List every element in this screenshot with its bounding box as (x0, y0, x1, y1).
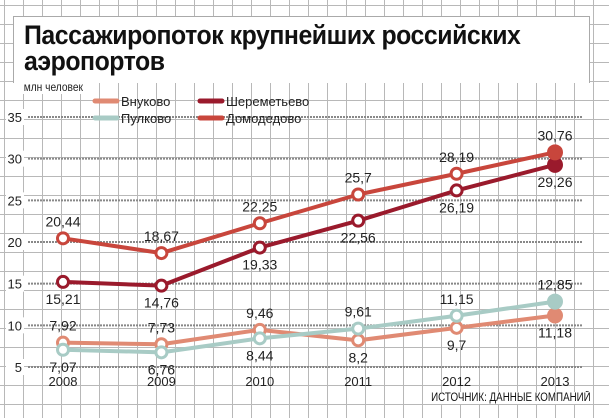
data-point (351, 187, 366, 202)
x-tick-label: 2008 (49, 374, 78, 389)
data-label: 19,33 (242, 257, 277, 273)
series-line (62, 162, 556, 288)
data-label: 20,44 (45, 213, 80, 229)
series-line (62, 299, 556, 355)
tick-bg (6, 109, 24, 125)
data-point (154, 246, 169, 261)
data-label: 7,92 (49, 318, 76, 334)
legend-label: Домодедово (226, 111, 301, 126)
y-tick-label: 5 (15, 360, 22, 375)
x-tick-label: 2013 (541, 374, 570, 389)
legend-label: Внуково (121, 94, 170, 109)
data-label: 22,56 (341, 230, 376, 246)
tick-bg (6, 359, 24, 375)
source-note: ИСТОЧНИК: ДАННЫЕ КОМПАНИЙ (431, 392, 591, 404)
data-label: 8,2 (348, 349, 368, 365)
x-tick-label: 2012 (442, 374, 471, 389)
data-point (449, 166, 464, 181)
x-tick-label: 2011 (344, 374, 372, 389)
data-label: 22,25 (242, 198, 277, 214)
data-point (547, 307, 563, 324)
data-point (449, 183, 464, 198)
data-label: 8,44 (246, 347, 273, 363)
data-point (56, 231, 70, 246)
data-point (547, 144, 563, 161)
data-label: 15,21 (45, 291, 80, 307)
data-label: 18,67 (144, 228, 179, 244)
data-label: 12,85 (537, 277, 572, 293)
tick-bg (6, 150, 24, 167)
data-label: 7,73 (148, 319, 175, 335)
tick-bg (6, 192, 24, 209)
title-box: Пассажиропоток крупнейших российских аэр… (13, 16, 590, 83)
data-label: 11,18 (538, 325, 572, 341)
data-label: 9,7 (447, 337, 467, 353)
tick-bg (6, 275, 24, 292)
legend-label: Шереметьево (226, 94, 309, 109)
data-label: 7,07 (49, 359, 76, 375)
data-label: 29,26 (537, 174, 572, 190)
data-label: 11,15 (440, 291, 474, 307)
data-point (547, 293, 563, 310)
data-point (351, 213, 366, 228)
data-label: 25,7 (345, 170, 372, 186)
data-label: 6,76 (148, 361, 175, 377)
data-point (252, 240, 267, 255)
y-tick-label: 25 (8, 193, 22, 208)
data-point (351, 333, 366, 348)
x-tick-label: 2009 (147, 374, 176, 389)
data-label: 26,19 (439, 199, 474, 215)
data-label: 30,76 (537, 127, 572, 143)
x-tick-label: 2010 (245, 374, 274, 389)
series-line (62, 150, 556, 256)
data-label: 14,76 (144, 295, 179, 311)
data-point (449, 308, 464, 323)
data-point (154, 345, 169, 360)
data-label: 9,46 (246, 305, 273, 321)
chart-title: Пассажиропоток крупнейших российских аэр… (24, 20, 521, 76)
data-point (154, 278, 169, 293)
data-point (351, 321, 366, 336)
y-axis-label: млн человек (22, 80, 85, 94)
legend-label: Пулково (121, 111, 171, 126)
data-point (252, 331, 267, 346)
data-point (252, 216, 267, 231)
series-line (62, 313, 556, 347)
y-tick-label: 15 (8, 277, 22, 292)
y-tick-label: 10 (8, 318, 22, 333)
data-point (449, 320, 464, 335)
tick-bg (6, 317, 24, 334)
y-tick-label: 35 (8, 110, 22, 125)
data-label: 28,19 (439, 149, 474, 165)
data-point (56, 342, 70, 357)
y-tick-label: 30 (8, 152, 22, 167)
data-point (56, 274, 70, 289)
data-label: 9,61 (345, 304, 372, 320)
y-tick-label: 20 (8, 235, 22, 250)
tick-bg (6, 234, 24, 250)
